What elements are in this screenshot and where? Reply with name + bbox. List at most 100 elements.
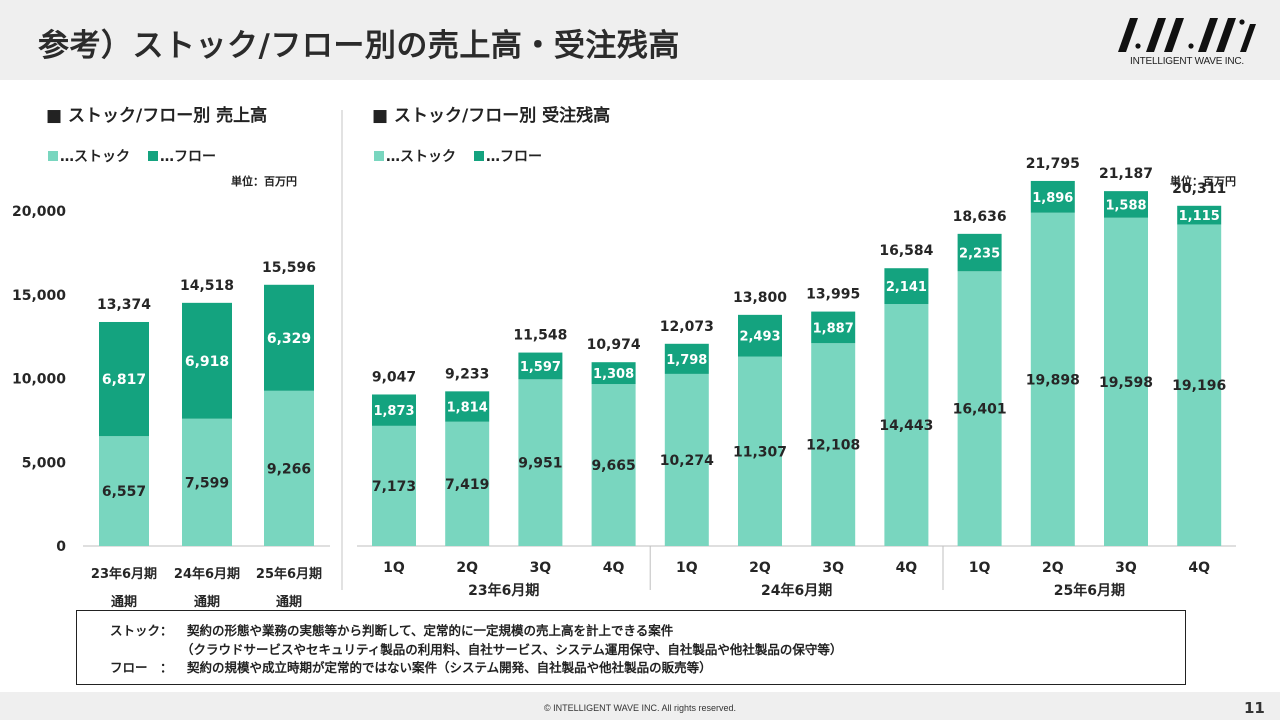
data-label-flow: 6,817 bbox=[102, 372, 146, 388]
data-label-flow: 2,235 bbox=[959, 247, 1000, 262]
bar-flow bbox=[884, 268, 929, 305]
bar-flow bbox=[99, 321, 149, 437]
bar-stock bbox=[664, 373, 709, 546]
legend-swatch-stock bbox=[48, 151, 58, 161]
bar-flow bbox=[445, 391, 490, 422]
bar-stock bbox=[518, 379, 563, 546]
group-label: 25年6月期 bbox=[1054, 582, 1125, 599]
company-logo bbox=[1118, 18, 1256, 52]
legend-item-stock: …ストック bbox=[48, 146, 130, 166]
data-label-flow: 2,493 bbox=[739, 330, 780, 345]
data-label-stock: 9,951 bbox=[518, 456, 562, 472]
bar-flow bbox=[1104, 191, 1148, 218]
y-tick-label: 15,000 bbox=[12, 288, 66, 304]
note-stock-label: ストック： bbox=[110, 623, 173, 638]
x-tick-label: 2Q bbox=[749, 560, 771, 576]
data-label-total: 18,636 bbox=[953, 209, 1007, 225]
data-label-flow: 1,798 bbox=[666, 353, 707, 368]
data-label-total: 15,596 bbox=[262, 260, 316, 276]
data-label-flow: 1,588 bbox=[1105, 198, 1146, 213]
note-stock-text: 契約の形態や業務の実態等から判断して、定常的に一定規模の売上高を計上できる案件 bbox=[187, 623, 674, 638]
data-label-total: 16,584 bbox=[879, 243, 933, 259]
x-tick-label: 25年6月期 bbox=[256, 566, 322, 582]
page-number: 11 bbox=[1244, 699, 1265, 717]
legend-item-flow: …フロー bbox=[474, 146, 542, 166]
x-tick-label: 2Q bbox=[456, 560, 478, 576]
bar-flow bbox=[811, 311, 856, 344]
data-label-flow: 1,887 bbox=[813, 321, 854, 336]
x-tick-label: 4Q bbox=[896, 560, 918, 576]
x-tick-label: 2Q bbox=[1042, 560, 1064, 576]
bar-stock bbox=[1030, 212, 1075, 546]
x-tick-label: 4Q bbox=[603, 560, 625, 576]
data-label-stock: 12,108 bbox=[806, 438, 860, 454]
x-tick-label: 3Q bbox=[1115, 560, 1137, 576]
data-label-stock: 9,665 bbox=[591, 458, 635, 474]
data-label-stock: 6,557 bbox=[102, 484, 146, 500]
data-label-total: 13,374 bbox=[97, 297, 151, 313]
copyright-text: © INTELLIGENT WAVE INC. All rights reser… bbox=[543, 703, 736, 713]
legend-label-flow: …フロー bbox=[160, 149, 216, 165]
panel-divider bbox=[341, 110, 343, 590]
x-tick-sublabel: 通期 bbox=[111, 594, 137, 610]
x-tick-label: 24年6月期 bbox=[174, 566, 240, 582]
y-tick-label: 5,000 bbox=[22, 455, 67, 471]
data-label-total: 21,795 bbox=[1026, 156, 1080, 172]
data-label-flow: 2,141 bbox=[886, 280, 927, 295]
header-bar bbox=[0, 0, 1280, 80]
bar-flow bbox=[664, 343, 709, 374]
data-label-flow: 1,873 bbox=[373, 404, 414, 419]
bar-stock bbox=[957, 271, 1002, 546]
note-stock-examples: （クラウドサービスやセキュリティ製品の利用料、自社サービス、システム運用保守、自… bbox=[181, 642, 843, 657]
right-unit-label: 単位：百万円 bbox=[1170, 175, 1236, 188]
logo-wordmark: INTELLIGENT WAVE INC. bbox=[1130, 56, 1244, 67]
x-tick-sublabel: 通期 bbox=[194, 594, 220, 610]
data-label-stock: 19,196 bbox=[1172, 378, 1226, 394]
data-label-flow: 1,814 bbox=[447, 401, 488, 416]
bar-flow bbox=[591, 362, 636, 385]
definition-note-box: ストック： 契約の形態や業務の実態等から判断して、定常的に一定規模の売上高を計上… bbox=[76, 610, 1186, 685]
data-label-flow: 6,918 bbox=[185, 354, 229, 370]
y-tick-label: 0 bbox=[56, 539, 66, 555]
bar-flow bbox=[372, 394, 416, 426]
legend-item-flow: …フロー bbox=[148, 146, 216, 166]
note-flow-text: 契約の規模や成立時期が定常的ではない案件（システム開発、自社製品や他社製品の販売… bbox=[187, 660, 712, 675]
data-label-total: 14,518 bbox=[180, 278, 234, 294]
page-title: 参考）ストック/フロー別の売上高・受注残高 bbox=[38, 28, 680, 64]
bar-flow bbox=[182, 302, 232, 419]
data-label-flow: 6,329 bbox=[267, 331, 311, 347]
group-label: 23年6月期 bbox=[468, 582, 539, 599]
data-label-total: 9,047 bbox=[372, 369, 416, 385]
x-tick-sublabel: 通期 bbox=[276, 594, 302, 610]
data-label-total: 11,548 bbox=[513, 328, 567, 344]
data-label-stock: 16,401 bbox=[953, 402, 1007, 418]
bar-flow bbox=[1177, 205, 1222, 225]
legend-item-stock: …ストック bbox=[374, 146, 456, 166]
x-tick-label: 3Q bbox=[822, 560, 844, 576]
data-label-stock: 19,598 bbox=[1099, 375, 1153, 391]
x-tick-label: 4Q bbox=[1188, 560, 1210, 576]
footer-bar bbox=[0, 692, 1280, 720]
bar-stock bbox=[372, 425, 416, 546]
bar-stock bbox=[884, 304, 929, 546]
bar-stock bbox=[182, 418, 232, 546]
data-label-stock: 7,419 bbox=[445, 477, 489, 493]
legend-swatch-stock bbox=[374, 151, 384, 161]
x-tick-label: 1Q bbox=[969, 560, 991, 576]
bar-stock bbox=[1177, 224, 1222, 547]
right-panel-title: ■ ストック/フロー別 受注残高 bbox=[372, 106, 611, 126]
data-label-flow: 1,597 bbox=[520, 360, 561, 375]
x-tick-label: 23年6月期 bbox=[91, 566, 157, 582]
group-label: 24年6月期 bbox=[761, 582, 832, 599]
y-tick-label: 20,000 bbox=[12, 204, 66, 220]
legend-label-flow: …フロー bbox=[486, 149, 542, 165]
bar-stock bbox=[811, 343, 856, 546]
data-label-total: 10,974 bbox=[587, 337, 641, 353]
bar-stock bbox=[264, 390, 314, 546]
data-label-stock: 11,307 bbox=[733, 444, 787, 460]
data-label-total: 13,995 bbox=[806, 287, 860, 303]
bar-stock bbox=[1104, 217, 1148, 546]
legend-swatch-flow bbox=[474, 151, 484, 161]
x-tick-label: 1Q bbox=[383, 560, 405, 576]
